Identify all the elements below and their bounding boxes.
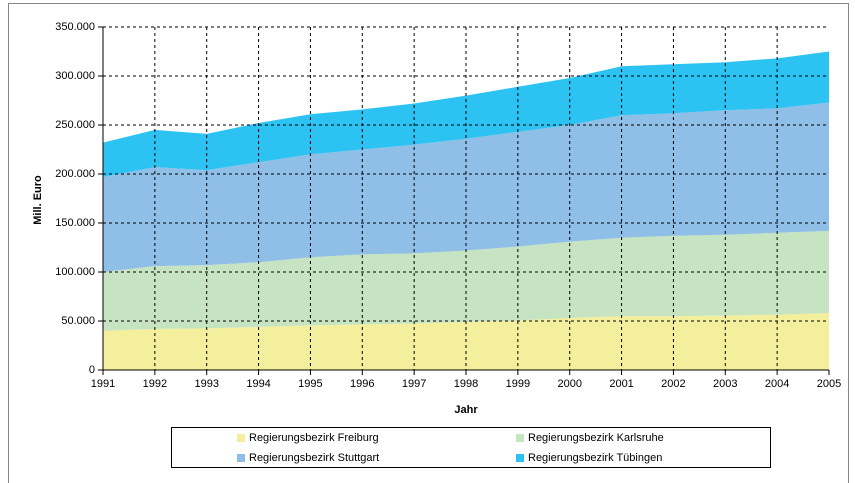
x-tick-label: 1999 <box>506 378 530 390</box>
x-tick-label: 1993 <box>194 378 218 390</box>
y-tick-label: 150.000 <box>55 217 95 229</box>
y-tick-label: 0 <box>89 364 95 376</box>
y-axis-label: Mill. Euro <box>32 175 44 225</box>
legend-label: Regierungsbezirk Karlsruhe <box>528 432 664 444</box>
x-tick-label: 1994 <box>246 378 270 390</box>
area <box>103 51 829 177</box>
x-tick-label: 1992 <box>143 378 167 390</box>
x-tick-label: 2001 <box>609 378 633 390</box>
x-tick-label: 1996 <box>350 378 374 390</box>
y-tick-label: 250.000 <box>55 119 95 131</box>
x-tick-label: 1995 <box>298 378 322 390</box>
x-axis-label: Jahr <box>454 404 478 416</box>
y-tick-label: 300.000 <box>55 70 95 82</box>
y-tick-label: 100.000 <box>55 266 95 278</box>
legend-label: Regierungsbezirk Freiburg <box>249 432 379 444</box>
legend-label: Regierungsbezirk Stuttgart <box>249 452 379 464</box>
legend-label: Regierungsbezirk Tübingen <box>528 452 662 464</box>
legend-box <box>171 427 771 468</box>
x-tick-label: 1997 <box>402 378 426 390</box>
x-tick-label: 2004 <box>765 378 789 390</box>
y-tick-label: 350.000 <box>55 21 95 33</box>
legend-swatch <box>237 454 245 462</box>
area <box>103 102 829 273</box>
legend-swatch <box>516 434 524 442</box>
x-tick-label: 2002 <box>661 378 685 390</box>
x-tick-label: 1998 <box>454 378 478 390</box>
x-tick-label: 2000 <box>557 378 581 390</box>
legend-swatch <box>516 454 524 462</box>
y-tick-label: 200.000 <box>55 168 95 180</box>
y-tick-label: 50.000 <box>61 315 95 327</box>
x-tick-label: 2005 <box>817 378 841 390</box>
legend-swatch <box>237 434 245 442</box>
x-tick-label: 2003 <box>713 378 737 390</box>
x-tick-label: 1991 <box>91 378 115 390</box>
